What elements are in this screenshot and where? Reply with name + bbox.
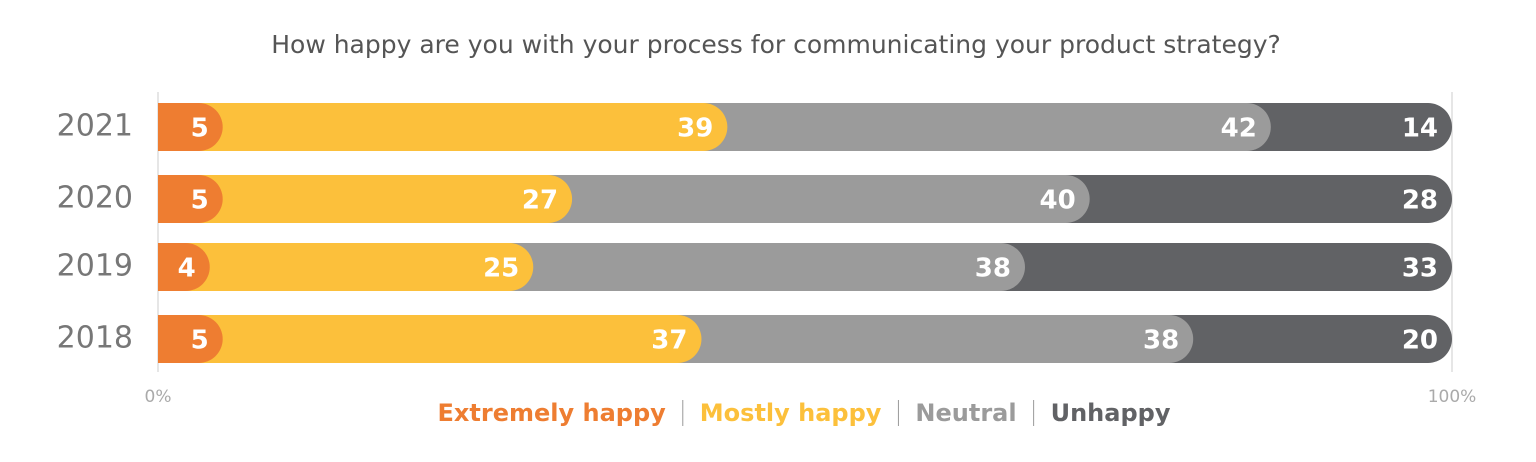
legend-entry: Extremely happy: [438, 399, 667, 427]
bar-segment: [1169, 315, 1452, 363]
bar-segment: [158, 103, 223, 151]
bar-segment: [548, 175, 1090, 223]
data-label: 39: [677, 114, 713, 144]
y-tick-label: 2018: [57, 321, 133, 356]
bar-segment: [198, 175, 573, 223]
bar-segment: [1065, 175, 1452, 223]
data-label: 33: [1402, 254, 1438, 284]
data-label: 42: [1221, 114, 1257, 144]
data-label: 5: [191, 326, 209, 356]
bar-segment: [1246, 103, 1452, 151]
y-tick-label: 2020: [57, 181, 133, 216]
bar-segment: [158, 243, 210, 291]
data-label: 5: [191, 186, 209, 216]
y-tick-label: 2019: [57, 249, 133, 284]
data-label: 38: [975, 254, 1011, 284]
x-tick-label: 100%: [1428, 387, 1477, 407]
bar-segment: [158, 175, 223, 223]
data-label: 4: [178, 254, 196, 284]
x-tick-label: 0%: [145, 387, 172, 407]
bar-segment: [198, 315, 702, 363]
bar-segment: [198, 103, 728, 151]
data-label: 25: [483, 254, 519, 284]
data-label: 14: [1402, 114, 1438, 144]
chart-title: How happy are you with your process for …: [271, 30, 1281, 59]
data-label: 28: [1402, 186, 1438, 216]
bar-segment: [158, 315, 223, 363]
bar-segment: [677, 315, 1194, 363]
bar-segment: [185, 243, 534, 291]
data-label: 38: [1143, 326, 1179, 356]
bar-segment: [1000, 243, 1452, 291]
bar-segment: [509, 243, 1025, 291]
data-label: 27: [522, 186, 558, 216]
data-label: 37: [651, 326, 687, 356]
data-label: 40: [1039, 186, 1075, 216]
y-tick-label: 2021: [57, 109, 133, 144]
legend-entry: Unhappy: [1051, 399, 1171, 427]
data-label: 5: [191, 114, 209, 144]
legend-entry: Neutral: [915, 399, 1016, 427]
legend-entry: Mostly happy: [700, 399, 882, 427]
data-label: 20: [1402, 326, 1438, 356]
bar-segment: [703, 103, 1271, 151]
